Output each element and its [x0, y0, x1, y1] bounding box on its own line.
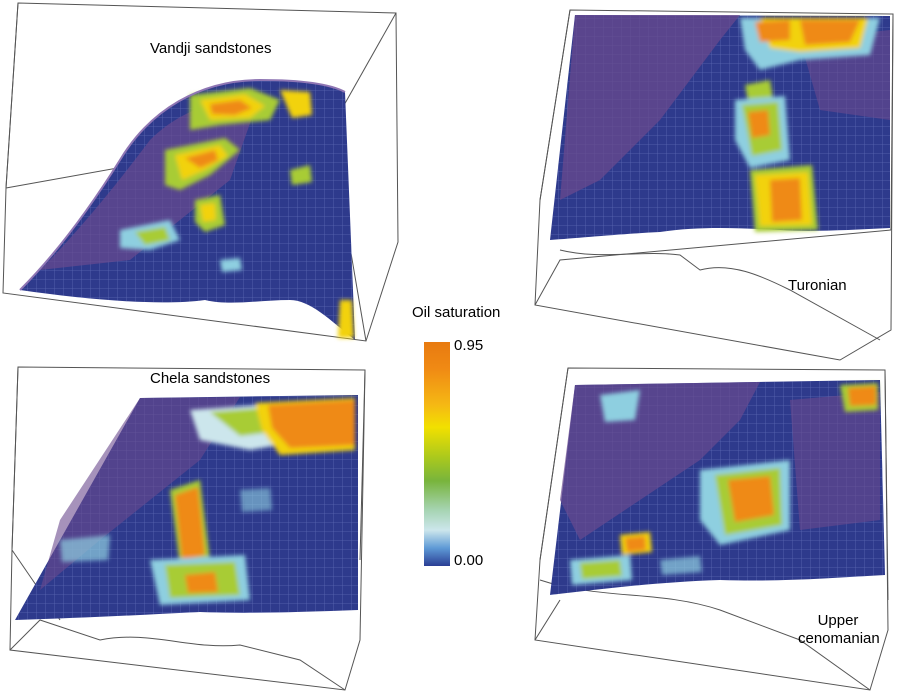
- bounding-box-frame: [534, 9, 894, 361]
- panel-label-chela: Chela sandstones: [150, 370, 271, 387]
- saturation-surface: [550, 15, 890, 240]
- panel-chela: [9, 366, 366, 691]
- panel-label-line: cenomanian: [798, 630, 880, 647]
- colorbar-title: Oil saturation: [412, 304, 501, 321]
- saturation-surface: [550, 380, 885, 595]
- panel-vandji: [2, 2, 399, 342]
- saturation-surface: [19, 78, 355, 340]
- panel-upper-cenomanian: [534, 367, 889, 691]
- saturation-surface: [15, 395, 358, 620]
- panel-label-line: Upper: [817, 612, 859, 629]
- panel-label-vandji: Vandji sandstones: [150, 40, 272, 57]
- colorbar-legend: [424, 342, 450, 566]
- colorbar-max-label: 0.95: [454, 337, 484, 354]
- colorbar-min-label: 0.00: [454, 552, 484, 569]
- panel-turonian: [534, 9, 894, 361]
- panel-label-turonian: Turonian: [788, 277, 847, 294]
- panel-label-upper-cenomanian: Upper cenomanian: [798, 612, 880, 648]
